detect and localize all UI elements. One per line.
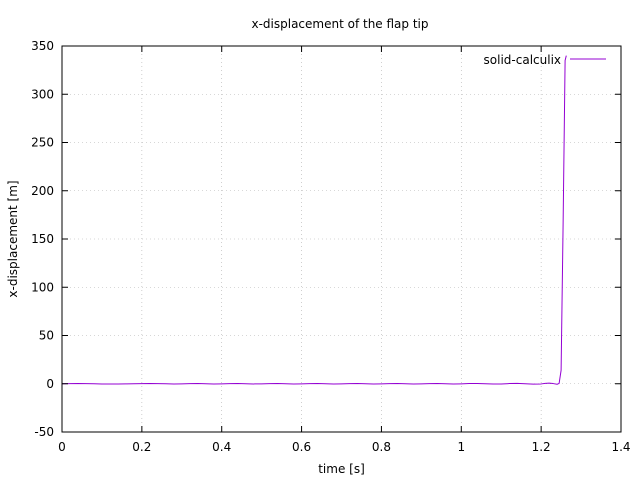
x-tick-label: 0.4 — [212, 440, 231, 454]
series-layer — [61, 55, 567, 385]
y-tick-label: 50 — [39, 329, 54, 343]
x-tick-label: 1 — [457, 440, 465, 454]
x-tick-label: 1.4 — [611, 440, 630, 454]
grid — [62, 46, 621, 432]
x-tick-label: 0.2 — [132, 440, 151, 454]
y-tick-label: 350 — [31, 39, 54, 53]
legend-label: solid-calculix — [484, 53, 561, 67]
y-tick-label: 300 — [31, 87, 54, 101]
y-tick-label: -50 — [34, 425, 54, 439]
x-tick-label: 1.2 — [532, 440, 551, 454]
x-tick-label: 0.6 — [292, 440, 311, 454]
chart-title: x-displacement of the flap tip — [251, 17, 428, 31]
y-axis-label: x-displacement [m] — [6, 180, 20, 297]
ticks: 0 0.2 0.4 0.6 0.8 1 1.2 1.4 -50 0 50 100 150 200 250 30… — [31, 39, 630, 454]
y-tick-label: 250 — [31, 136, 54, 150]
y-tick-label: 200 — [31, 184, 54, 198]
y-tick-label: 150 — [31, 232, 54, 246]
y-tick-label: 100 — [31, 280, 54, 294]
legend: solid-calculix — [484, 53, 606, 67]
x-tick-label: 0 — [58, 440, 66, 454]
x-axis-label: time [s] — [318, 462, 365, 476]
series-line — [61, 55, 567, 385]
y-tick-label: 0 — [46, 377, 54, 391]
x-tick-label: 0.8 — [372, 440, 391, 454]
